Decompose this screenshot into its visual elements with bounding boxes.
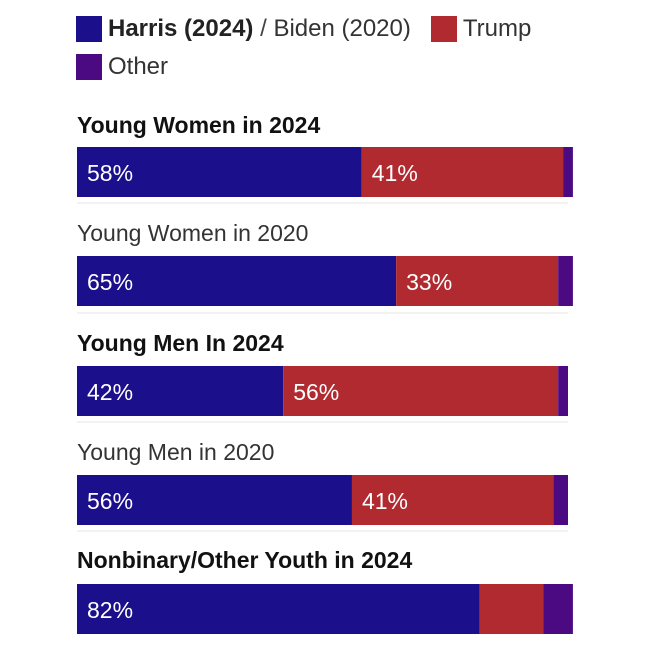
- bar-segment-republican: [479, 584, 544, 634]
- bar-value-label: 65%: [87, 269, 133, 295]
- legend-swatch-trump: [430, 16, 457, 42]
- legend-separator: /: [260, 15, 267, 42]
- group-title: Young Women in 2020: [77, 220, 308, 246]
- bar-value-label: 41%: [372, 160, 418, 186]
- bar-segment-other: [558, 366, 568, 416]
- bar-value-label: 56%: [293, 379, 339, 405]
- legend-swatch-democrat: [76, 16, 102, 42]
- group-title: Young Women in 2024: [77, 112, 320, 138]
- bar-segment-other: [563, 147, 573, 197]
- legend-label-trump: Trump: [462, 15, 532, 42]
- group-title: Young Men in 2020: [77, 439, 274, 465]
- bar-segment-republican: [283, 366, 559, 416]
- bar-value-label: 56%: [87, 488, 133, 514]
- bar-segment-democrat: [77, 256, 397, 306]
- bar-segment-republican: [351, 475, 554, 525]
- bar-value-label: 82%: [87, 597, 133, 623]
- bar-segment-democrat: [77, 366, 284, 416]
- bar-segment-republican: [361, 147, 564, 197]
- bar-value-label: 58%: [87, 160, 133, 186]
- bar-segment-democrat: [77, 147, 362, 197]
- legend-row-2: Other: [76, 48, 636, 86]
- legend: Harris (2024) / Biden (2020) Trump Other: [76, 10, 636, 86]
- legend-label-other: Other: [108, 53, 169, 80]
- bar-value-label: 42%: [87, 379, 133, 405]
- group-title: Nonbinary/Other Youth in 2024: [77, 547, 412, 573]
- bar-segment-democrat: [77, 475, 352, 525]
- legend-item-other: Other: [76, 53, 168, 81]
- group-title: Young Men In 2024: [77, 330, 284, 356]
- bar-segment-other: [543, 584, 573, 634]
- legend-label-harris: Harris (2024): [108, 15, 254, 42]
- bar-segment-republican: [396, 256, 559, 306]
- bar-segment-democrat: [77, 584, 480, 634]
- legend-label-biden: Biden (2020): [273, 15, 411, 42]
- bar-segment-other: [558, 256, 573, 306]
- legend-item-democrat: Harris (2024) / Biden (2020): [76, 15, 411, 43]
- legend-row-1: Harris (2024) / Biden (2020) Trump: [76, 10, 636, 48]
- legend-item-trump: Trump: [430, 15, 532, 43]
- bar-value-label: 33%: [406, 269, 452, 295]
- bar-value-label: 41%: [362, 488, 408, 514]
- legend-label-democrat: Harris (2024) / Biden (2020): [108, 15, 411, 43]
- bar-segment-other: [553, 475, 568, 525]
- legend-swatch-other: [76, 54, 102, 80]
